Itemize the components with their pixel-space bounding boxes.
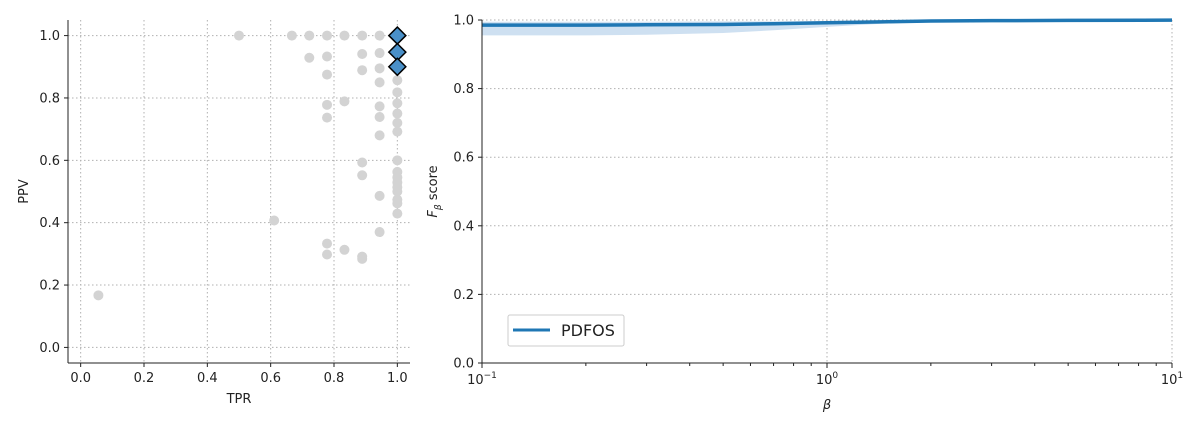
line-y-tick-label: 0.8 [453, 82, 474, 97]
scatter-y-tick-label: 0.0 [39, 341, 60, 356]
scatter-point [374, 63, 385, 74]
scatter-point [392, 117, 403, 128]
scatter-x-tick-label: 0.0 [70, 371, 91, 386]
scatter-point [374, 48, 385, 59]
scatter-point [374, 190, 385, 201]
scatter-x-tick-label: 0.4 [197, 371, 218, 386]
scatter-point [357, 48, 368, 59]
scatter-point [392, 198, 403, 209]
scatter-point [374, 30, 385, 41]
line-grid [481, 19, 1173, 364]
scatter-point [322, 112, 333, 123]
scatter-point [357, 157, 368, 168]
scatter-point [374, 111, 385, 122]
legend: PDFOS [507, 314, 625, 347]
selected-point-marker [387, 57, 407, 77]
scatter-point [374, 130, 385, 141]
scatter-point [339, 30, 350, 41]
line-x-axis-label: β [822, 398, 831, 413]
scatter-point [357, 170, 368, 181]
scatter-point [374, 101, 385, 112]
scatter-x-tick-label: 0.6 [260, 371, 281, 386]
scatter-tick-labels: 0.0 0.2 0.4 0.6 0.8 1.0 0.0 0.2 0.4 0.6 0.8 1.0 [39, 29, 407, 386]
pdfos-line [482, 18, 1173, 27]
scatter-point [339, 244, 350, 255]
tick-exponent: −1 [484, 371, 497, 381]
line-y-tick-label: 0.4 [453, 219, 474, 234]
scatter-point [286, 30, 297, 41]
tick-base: 10 [816, 373, 833, 388]
scatter-point [304, 30, 315, 41]
scatter-y-tick-label: 0.8 [39, 91, 60, 106]
scatter-y-tick-label: 0.4 [39, 216, 60, 231]
selected-point-marker [387, 26, 407, 46]
scatter-point [322, 30, 333, 41]
y-label-score: score [426, 165, 441, 204]
scatter-points [93, 30, 403, 301]
scatter-x-tick-label: 1.0 [387, 371, 408, 386]
scatter-point [392, 98, 403, 109]
line-y-tick-label: 0.6 [453, 151, 474, 166]
line-axes [478, 19, 1173, 368]
scatter-point [392, 186, 403, 197]
line-tick-labels: 0.00.20.40.60.81.010−1 100 101 [453, 14, 1183, 389]
scatter-selected-points [387, 26, 407, 77]
tpr-ppv-scatter-plot: 0.0 0.2 0.4 0.6 0.8 1.0 0.0 0.2 0.4 0.6 0.8 1.0 TPR… [17, 20, 410, 407]
line-y-tick-label: 0.0 [453, 357, 474, 372]
scatter-point [374, 227, 385, 238]
scatter-point [304, 52, 315, 63]
line-y-tick-label: 1.0 [453, 14, 474, 29]
scatter-point [392, 108, 403, 119]
scatter-point [234, 30, 244, 41]
scatter-point [357, 30, 368, 41]
scatter-point [322, 249, 333, 260]
tick-base: 10 [467, 373, 484, 388]
line-x-tick-label: 100 [816, 371, 839, 388]
y-label-f: F [426, 210, 441, 218]
scatter-x-tick-label: 0.8 [324, 371, 345, 386]
scatter-point [93, 290, 104, 301]
scatter-point [322, 51, 333, 62]
scatter-point [357, 65, 368, 76]
scatter-point [357, 253, 368, 264]
tick-base: 10 [1161, 373, 1178, 388]
scatter-point [339, 96, 350, 107]
line-x-tick-label: 101 [1161, 371, 1183, 388]
scatter-y-tick-label: 1.0 [39, 29, 60, 44]
scatter-y-axis-label: PPV [17, 179, 32, 204]
tick-exponent: 1 [1177, 371, 1183, 381]
scatter-point [269, 215, 280, 226]
scatter-point [392, 155, 403, 166]
y-label-beta-subscript: β [434, 204, 444, 211]
scatter-axes [64, 20, 410, 367]
scatter-point [392, 75, 403, 86]
legend-label-pdfos: PDFOS [561, 321, 615, 340]
scatter-point [392, 208, 403, 219]
scatter-y-tick-label: 0.6 [39, 154, 60, 169]
scatter-point [322, 69, 333, 80]
line-y-tick-label: 0.2 [453, 288, 474, 303]
scatter-x-axis-label: TPR [226, 392, 252, 407]
scatter-point [374, 77, 385, 88]
f-beta-score-plot: 0.00.20.40.60.81.010−1 100 101 β Fβ score … [426, 14, 1183, 414]
scatter-point [322, 99, 333, 110]
line-x-tick-label: 10−1 [467, 371, 497, 388]
tick-exponent: 0 [832, 371, 838, 381]
scatter-point [392, 126, 403, 137]
scatter-point [392, 87, 403, 98]
scatter-x-tick-label: 0.2 [134, 371, 155, 386]
scatter-y-tick-label: 0.2 [39, 279, 60, 294]
legend-box [507, 314, 625, 347]
scatter-point [322, 238, 333, 249]
line-y-axis-label: Fβ score [426, 165, 444, 217]
